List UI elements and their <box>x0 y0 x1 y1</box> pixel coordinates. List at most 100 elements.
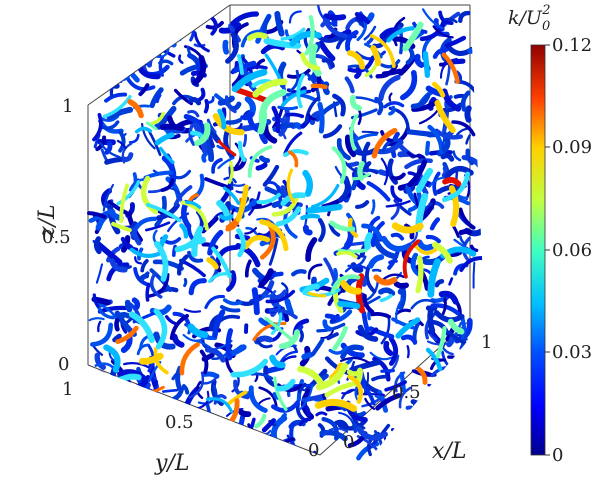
vortex-tube <box>429 333 438 341</box>
vortex-tube <box>205 403 212 418</box>
vortex-tube <box>263 37 302 49</box>
vortex-tube <box>297 382 307 394</box>
vortex-tube <box>393 281 409 289</box>
vortex-tube <box>167 186 183 203</box>
vortex-tube <box>203 98 210 114</box>
vortex-tube <box>225 219 240 232</box>
vortex-tube <box>251 287 260 316</box>
vortex-tube <box>355 200 370 209</box>
vortex-tube <box>440 153 455 162</box>
vortex-tube <box>344 134 357 158</box>
vortex-tube <box>286 92 316 102</box>
colorbar-tick-0.06: 0.06 <box>552 240 592 261</box>
vortex-tube <box>364 232 373 250</box>
vortex-tube <box>355 96 378 104</box>
vortex-tube <box>418 401 444 412</box>
vortex-tube <box>367 215 381 236</box>
vortex-tube <box>367 310 371 321</box>
vortex-tube <box>332 93 346 117</box>
vortex-tube <box>469 244 479 253</box>
vortex-tube <box>106 392 123 416</box>
x-tick-1: 1 <box>481 332 492 353</box>
vortex-tube <box>298 417 312 427</box>
colorbar: 0.12 0.09 0.06 0.03 0 k/U02 <box>508 3 592 466</box>
vortex-tube <box>97 38 103 50</box>
vortex-tube <box>212 309 226 338</box>
vortex-tube <box>400 432 409 445</box>
vortex-tube <box>269 289 287 300</box>
vortex-tube <box>246 32 268 42</box>
vortex-tube <box>326 332 339 341</box>
vortex-tube <box>160 178 175 192</box>
vortex-tube <box>289 69 300 92</box>
colorbar-tick-0.09: 0.09 <box>552 137 592 158</box>
vortex-tube <box>310 337 325 357</box>
vortex-tube <box>209 15 218 36</box>
vortex-tube <box>192 54 207 86</box>
vortex-tube <box>141 122 156 150</box>
vortex-tube <box>421 8 444 30</box>
vortex-tube <box>224 95 237 114</box>
z-axis-label: z/L <box>35 204 60 239</box>
vortex-tube <box>291 269 307 277</box>
vortex-tube <box>104 156 127 165</box>
vortex-tube <box>364 397 376 410</box>
vortex-tube <box>328 346 348 355</box>
vortex-tube <box>235 184 249 222</box>
vortex-tube <box>90 322 114 347</box>
vortex-tube <box>302 283 320 295</box>
vortex-tube <box>171 370 180 381</box>
vortex-tube <box>453 415 465 423</box>
vortex-tube <box>436 184 461 195</box>
vortex-tube <box>472 39 478 54</box>
vortex-tube <box>454 399 470 409</box>
vortex-tube <box>280 27 306 41</box>
vortex-tube <box>230 183 246 187</box>
vortex-tube <box>116 402 144 419</box>
vortex-tube <box>153 308 168 350</box>
vortex-tube <box>363 25 377 41</box>
vortex-tube <box>94 352 107 370</box>
vortex-tube <box>472 261 476 289</box>
vortex-tube <box>153 241 169 282</box>
vortex-tube <box>390 198 400 220</box>
vortex-tube <box>429 414 452 425</box>
vortex-tube <box>414 53 425 68</box>
vortex-tube <box>302 169 313 197</box>
vortex-tube <box>183 113 208 134</box>
vortex-tube <box>407 159 428 188</box>
x-tick-0: 0 <box>343 432 354 453</box>
vortex-tube <box>425 234 442 244</box>
vortex-tube <box>97 320 102 333</box>
vortex-tube <box>186 223 196 242</box>
vortex-tube <box>307 113 317 121</box>
vortex-tube <box>344 264 368 273</box>
vortex-tube <box>93 431 106 443</box>
vortex-tube <box>446 379 471 391</box>
vortex-tube <box>92 293 100 308</box>
vortex-tube <box>251 202 273 209</box>
vortex-tube <box>427 306 436 334</box>
vortex-tube <box>274 10 285 37</box>
vortex-tube <box>307 263 323 280</box>
vortex-tube <box>339 356 370 364</box>
vortex-tube <box>433 309 465 323</box>
vortex-tube <box>138 32 154 41</box>
vortex-tube <box>201 352 215 362</box>
vortex-tube <box>337 175 351 203</box>
vortex-tube <box>156 38 177 48</box>
vortex-tube <box>406 151 421 158</box>
vortex-tube <box>128 311 155 343</box>
vortex-tube <box>410 399 428 421</box>
vortex-tube <box>104 140 113 155</box>
vortex-tube <box>130 438 144 448</box>
vortex-tube <box>150 24 182 34</box>
vortex-tube <box>154 29 163 57</box>
vortex-tube <box>299 383 314 410</box>
vortex-tube <box>125 75 156 91</box>
vortex-tube <box>437 408 466 422</box>
vortex-tube <box>141 442 156 460</box>
vortex-tube <box>220 430 235 439</box>
vortex-tube <box>123 362 152 370</box>
vortex-tube <box>337 248 368 254</box>
